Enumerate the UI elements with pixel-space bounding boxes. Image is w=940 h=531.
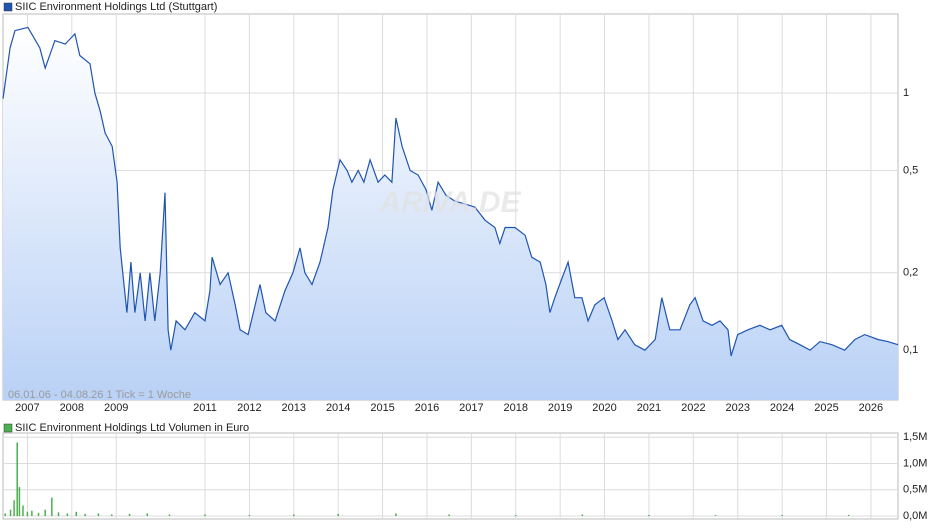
y-tick-label: 0,2 [903, 267, 918, 279]
volume-bar [84, 513, 86, 516]
legend-swatch [3, 423, 13, 433]
x-tick-label: 2021 [637, 402, 661, 414]
range-info: 06.01.06 - 04.08.26 1 Tick = 1 Woche [8, 389, 191, 401]
x-tick-label: 2023 [725, 402, 749, 414]
legend-swatch [3, 2, 13, 12]
volume-bar [97, 513, 100, 516]
volume-bar [111, 514, 113, 516]
y-tick-label: 0,0M [903, 510, 927, 522]
volume-bar [337, 513, 339, 516]
volume-bar [781, 514, 783, 516]
volume-bar [581, 514, 584, 516]
volume-bar [66, 513, 69, 516]
x-tick-label: 2011 [193, 402, 217, 414]
volume-bar [448, 514, 450, 516]
x-tick-label: 2017 [459, 402, 483, 414]
plot-area [2, 432, 899, 520]
volume-bar [31, 510, 33, 516]
x-tick-label: 2016 [415, 402, 439, 414]
volume-bar [714, 514, 717, 516]
x-tick-label: 2025 [814, 402, 838, 414]
y-tick-label: 0,1 [903, 344, 918, 356]
volume-bar [4, 513, 6, 516]
volume-bar [395, 513, 397, 516]
volume-bar [16, 442, 18, 516]
price-line [2, 26, 899, 357]
legend-label: SIIC Environment Holdings Ltd Volumen in… [15, 422, 249, 434]
volume-bar [648, 514, 650, 516]
x-tick-label: 2014 [326, 402, 350, 414]
volume-bar [204, 514, 206, 516]
y-tick-label: 1,0M [903, 457, 927, 469]
legend-label: SIIC Environment Holdings Ltd (Stuttgart… [15, 1, 217, 13]
volume-bar [51, 497, 53, 516]
x-tick-label: 2026 [859, 402, 883, 414]
x-tick-label: 2018 [504, 402, 528, 414]
volume-bar [168, 514, 171, 516]
volume-bar [57, 512, 60, 516]
y-tick-label: 1,5M [903, 431, 927, 443]
volume-bar [26, 511, 29, 516]
x-tick-label: 2008 [60, 402, 84, 414]
x-tick-label: 2007 [15, 402, 39, 414]
volume-bar [847, 514, 850, 516]
volume-bar [44, 509, 46, 516]
volume-bar [146, 513, 149, 516]
volume-bar [248, 514, 251, 516]
volume-bar [128, 513, 131, 516]
volume-bar [515, 514, 517, 516]
x-tick-label: 2009 [104, 402, 128, 414]
price-area [3, 27, 898, 401]
x-tick-label: 2022 [681, 402, 705, 414]
watermark: ARIVA.DE [378, 186, 521, 219]
volume-bar [22, 505, 24, 516]
y-tick-label: 0,5 [903, 164, 918, 176]
volume-bar [75, 511, 78, 516]
x-tick-label: 2019 [548, 402, 572, 414]
volume-bar [13, 500, 15, 516]
volume-bar [9, 509, 12, 516]
x-tick-label: 2024 [770, 402, 794, 414]
x-tick-label: 2012 [237, 402, 261, 414]
x-tick-label: 2020 [592, 402, 616, 414]
volume-bar [37, 512, 40, 516]
volume-bar [293, 514, 295, 516]
y-tick-label: 0,5M [903, 484, 927, 496]
x-tick-label: 2013 [282, 402, 306, 414]
volume-bar [18, 487, 21, 516]
y-tick-label: 1 [903, 87, 909, 99]
x-tick-label: 2015 [370, 402, 394, 414]
